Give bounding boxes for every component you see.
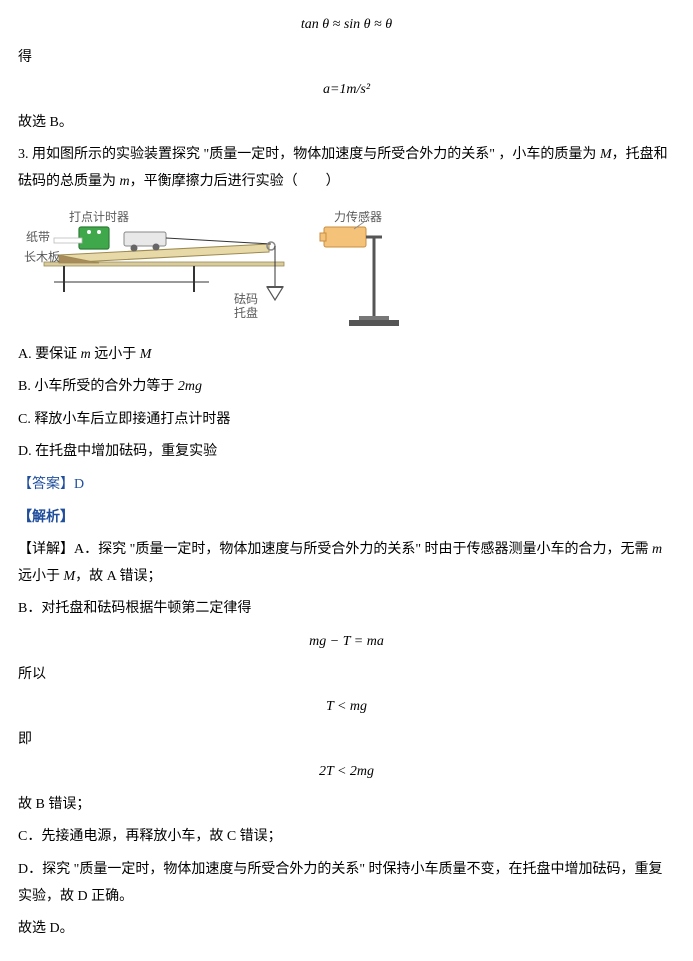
answer-d: 故选 D。 <box>18 916 675 943</box>
detail-b2: 故 B 错误； <box>18 792 675 819</box>
q3-stem-part1: 3. 用如图所示的实验装置探究 "质量一定时，物体加速度与所受合外力的关系" ，… <box>18 147 600 162</box>
q3-stem: 3. 用如图所示的实验装置探究 "质量一定时，物体加速度与所受合外力的关系" ，… <box>18 142 675 195</box>
eq1: mg − T = ma <box>18 629 675 656</box>
q3-m: m <box>120 174 130 189</box>
answer-block: 【答案】D <box>18 472 675 499</box>
detail-d: D．探究 "质量一定时，物体加速度与所受合外力的关系" 时保持小车质量不变，在托… <box>18 857 675 910</box>
label-tape: 纸带 <box>26 230 50 244</box>
text-de: 得 <box>18 45 675 72</box>
detail-a-part2: 远小于 <box>18 569 64 584</box>
eq2: T < mg <box>18 694 675 721</box>
text-suoyi: 所以 <box>18 662 675 689</box>
option-a: A. 要保证 m 远小于 M <box>18 342 675 369</box>
label-board: 长木板 <box>24 250 60 264</box>
detail-a: 【详解】A．探究 "质量一定时，物体加速度与所受合外力的关系" 时由于传感器测量… <box>18 537 675 590</box>
detail-c: C．先接通电源，再释放小车，故 C 错误； <box>18 824 675 851</box>
label-weights: 砝码 托盘 <box>234 292 258 321</box>
eq3: 2T < 2mg <box>18 759 675 786</box>
label-sensor: 力传感器 <box>334 210 382 224</box>
detail-a-part3: ，故 A 错误； <box>75 569 161 584</box>
q3-M: M <box>600 147 612 162</box>
option-b: B. 小车所受的合外力等于 2mg <box>18 374 675 401</box>
experiment-diagram: 打点计时器 纸带 长木板 砝码 托盘 力传感器 <box>24 202 444 332</box>
answer-b: 故选 B。 <box>18 110 675 137</box>
text-ji: 即 <box>18 727 675 754</box>
q3-stem-part3: ，平衡摩擦力后进行实验（ ） <box>130 174 340 189</box>
answer-link[interactable]: 【答案】D <box>18 477 84 492</box>
accel-formula: a=1m/s² <box>18 77 675 104</box>
option-c: C. 释放小车后立即接通打点计时器 <box>18 407 675 434</box>
analysis-label: 【解析】 <box>18 505 675 532</box>
option-d: D. 在托盘中增加砝码，重复实验 <box>18 439 675 466</box>
top-formula: tan θ ≈ sin θ ≈ θ <box>18 12 675 39</box>
label-timer: 打点计时器 <box>69 210 129 224</box>
detail-a-m: m <box>652 542 662 557</box>
detail-b: B．对托盘和砝码根据牛顿第二定律得 <box>18 596 675 623</box>
detail-a-part1: 【详解】A．探究 "质量一定时，物体加速度与所受合外力的关系" 时由于传感器测量… <box>18 542 652 557</box>
detail-a-M: M <box>64 569 76 584</box>
